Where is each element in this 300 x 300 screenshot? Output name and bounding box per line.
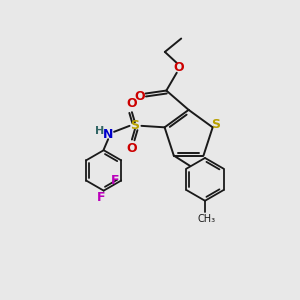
- Text: O: O: [134, 90, 145, 103]
- Text: O: O: [127, 97, 137, 110]
- Text: O: O: [127, 142, 137, 155]
- Text: O: O: [174, 61, 184, 74]
- Text: S: S: [211, 118, 220, 131]
- Text: CH₃: CH₃: [197, 214, 215, 224]
- Text: F: F: [110, 174, 119, 187]
- Text: S: S: [130, 119, 140, 132]
- Text: N: N: [103, 128, 113, 141]
- Text: F: F: [97, 191, 105, 204]
- Text: H: H: [95, 126, 104, 136]
